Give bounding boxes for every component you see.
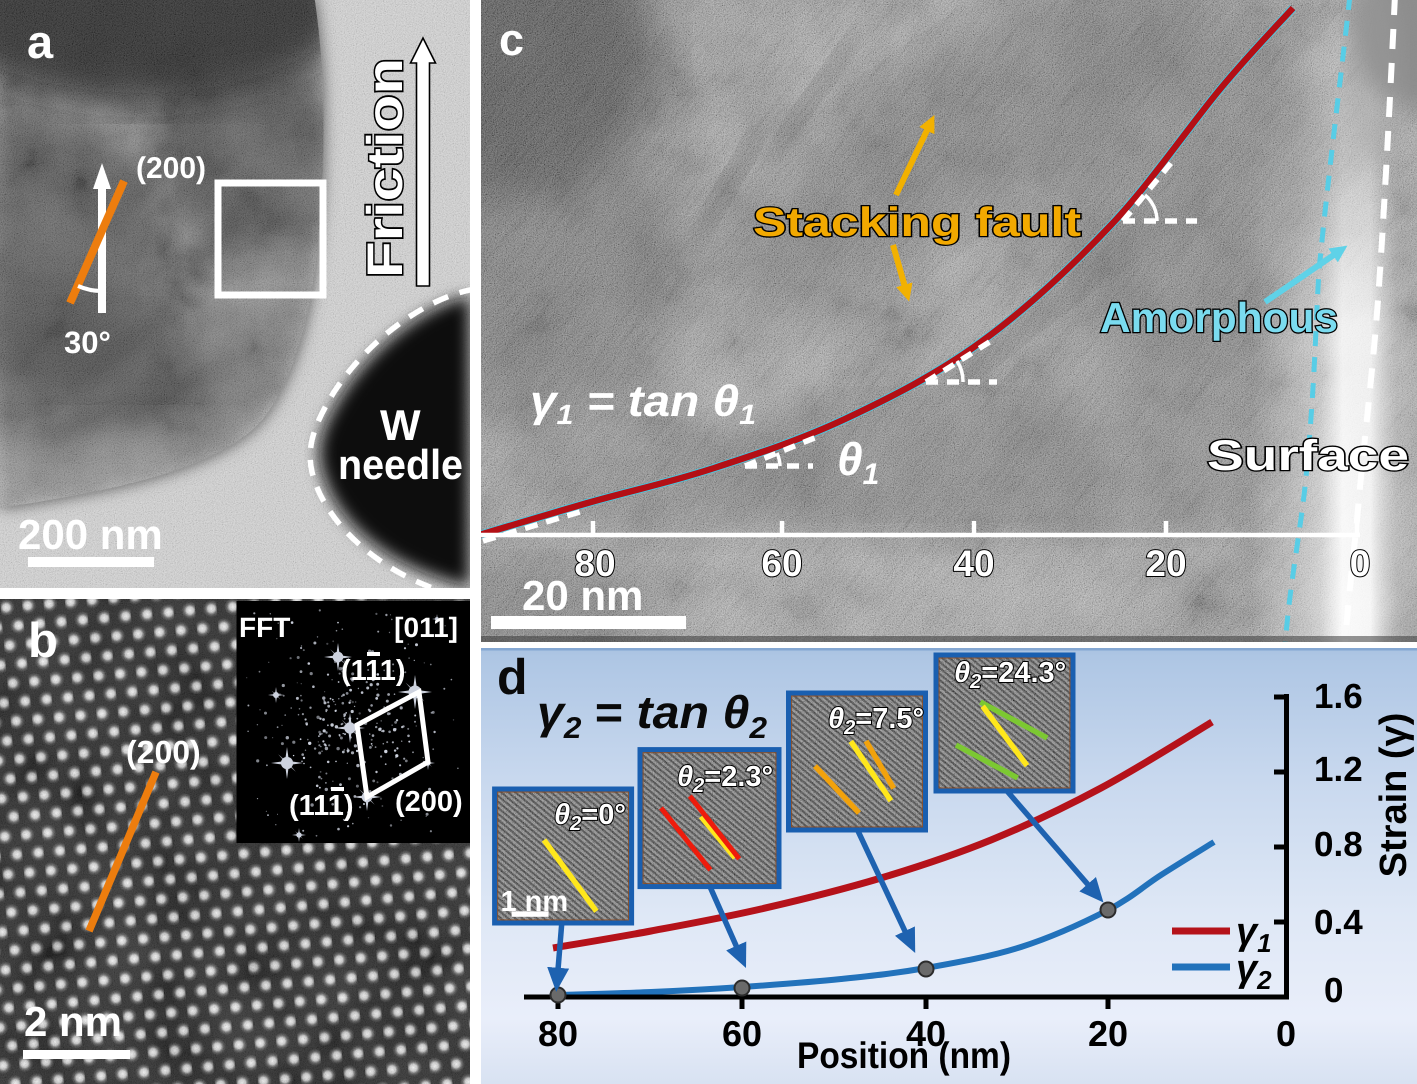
svg-text:θ2=2.3°: θ2=2.3° <box>677 761 773 797</box>
svg-text:(200): (200) <box>126 734 201 770</box>
svg-text:Amorphous: Amorphous <box>1100 294 1338 341</box>
svg-text:0: 0 <box>1276 1013 1296 1054</box>
svg-text:Stacking fault: Stacking fault <box>753 199 1081 245</box>
svg-text:60: 60 <box>761 543 802 584</box>
svg-text:c: c <box>499 14 524 65</box>
svg-text:θ2=0°: θ2=0° <box>554 799 626 835</box>
svg-text:Surface: Surface <box>1207 432 1409 480</box>
svg-text:Strain (γ): Strain (γ) <box>1373 713 1415 878</box>
svg-text:b: b <box>28 614 58 668</box>
svg-text:W: W <box>380 402 421 450</box>
svg-text:a: a <box>27 15 54 68</box>
svg-text:Friction: Friction <box>357 58 413 278</box>
svg-text:30°: 30° <box>64 325 111 360</box>
svg-text:[011]: [011] <box>394 612 458 643</box>
svg-text:needle: needle <box>338 441 463 488</box>
svg-text:FFT: FFT <box>239 612 290 643</box>
svg-text:(111): (111) <box>341 655 406 687</box>
svg-text:1.2: 1.2 <box>1314 750 1363 789</box>
svg-text:Position (nm): Position (nm) <box>797 1035 1011 1076</box>
svg-text:20: 20 <box>1145 543 1186 584</box>
svg-text:20: 20 <box>1088 1013 1128 1054</box>
svg-text:0.8: 0.8 <box>1314 825 1363 864</box>
svg-text:80: 80 <box>574 543 615 584</box>
svg-text:0: 0 <box>1324 971 1343 1010</box>
svg-text:θ2=7.5°: θ2=7.5° <box>828 703 924 739</box>
svg-text:2 nm: 2 nm <box>24 998 122 1045</box>
svg-text:1.6: 1.6 <box>1314 677 1363 716</box>
svg-text:0: 0 <box>1350 543 1371 584</box>
svg-text:60: 60 <box>722 1013 762 1054</box>
svg-text:(200): (200) <box>136 152 206 185</box>
svg-text:(111): (111) <box>289 790 354 822</box>
svg-text:40: 40 <box>906 1013 946 1054</box>
svg-text:20 nm: 20 nm <box>522 572 643 619</box>
svg-text:(200): (200) <box>395 786 463 818</box>
svg-text:d: d <box>497 649 528 705</box>
svg-text:200 nm: 200 nm <box>18 511 163 558</box>
svg-text:80: 80 <box>538 1013 578 1054</box>
svg-text:0.4: 0.4 <box>1314 903 1363 942</box>
svg-text:40: 40 <box>953 543 994 584</box>
